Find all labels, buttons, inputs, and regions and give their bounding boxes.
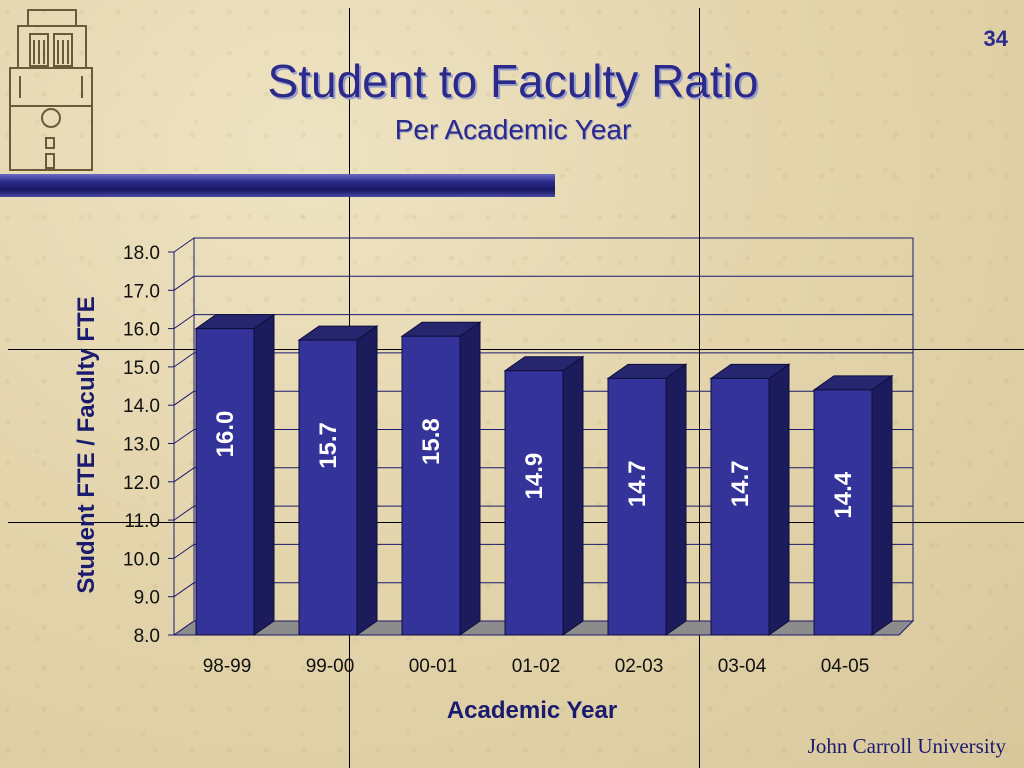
y-tick-label: 12.0 xyxy=(123,473,160,494)
gridline-side xyxy=(173,429,195,444)
y-tick-label: 15.0 xyxy=(123,358,160,379)
bar-side xyxy=(665,363,687,636)
x-tick-label: 03-04 xyxy=(718,656,767,677)
bar-98-99: 16.0 xyxy=(194,313,276,636)
bar-front xyxy=(607,377,667,636)
data-label: 14.7 xyxy=(624,460,651,507)
bar-02-03: 14.7 xyxy=(606,363,688,636)
x-tick-label: 99-00 xyxy=(306,656,355,677)
bar-00-01: 15.8 xyxy=(400,321,482,636)
bar-front xyxy=(504,370,564,636)
gridline-side xyxy=(173,543,195,559)
y-tick-label: 14.0 xyxy=(123,396,160,417)
y-tick-label: 10.0 xyxy=(123,549,160,570)
x-tick-label: 01-02 xyxy=(512,656,561,677)
bar-side xyxy=(253,313,275,636)
tower-logo-icon xyxy=(9,9,93,171)
chart-bars: 16.0 15.7 15.8 14.9 14.7 14.7 14.4 xyxy=(194,313,894,636)
bar-99-00: 15.7 xyxy=(297,325,379,636)
gridline-side xyxy=(173,314,195,330)
bar-front xyxy=(298,339,358,636)
footer-university: John Carroll University xyxy=(807,734,1006,758)
bar-side xyxy=(871,374,893,636)
guide-line-vertical xyxy=(699,8,700,768)
gridline-side xyxy=(173,237,195,253)
y-tick-label: 18.0 xyxy=(123,243,160,264)
y-tick-label: 16.0 xyxy=(123,320,160,341)
y-axis-label: Student FTE / Faculty FTE xyxy=(73,296,100,593)
bar-03-04: 14.7 xyxy=(709,363,791,636)
y-tick-label: 11.0 xyxy=(124,511,160,532)
gridline-side xyxy=(173,582,195,598)
bar-front xyxy=(710,377,770,636)
page-number: 34 xyxy=(983,26,1008,51)
slide-title: Student to Faculty Ratio xyxy=(267,55,759,107)
bar-front xyxy=(401,335,461,636)
bar-04-05: 14.4 xyxy=(812,374,894,636)
gridline-side xyxy=(173,505,195,521)
x-tick-label: 04-05 xyxy=(821,656,870,677)
y-tick-label: 9.0 xyxy=(134,588,160,609)
y-axis-ticks: 8.0 9.0 10.0 11.0 12.0 13.0 14.0 15.0 16.0 17.0 18… xyxy=(123,243,160,647)
gridline-side xyxy=(173,275,195,291)
data-label: 14.4 xyxy=(830,471,857,518)
bar-side xyxy=(459,321,481,636)
data-label: 15.8 xyxy=(418,418,445,465)
x-axis-label: Academic Year xyxy=(447,697,617,724)
bar-side xyxy=(768,363,790,636)
y-tick-label: 13.0 xyxy=(123,435,160,456)
data-label: 14.7 xyxy=(727,460,754,507)
title-underline-bar xyxy=(0,174,555,197)
guide-line-horizontal xyxy=(8,349,1024,350)
x-tick-label: 98-99 xyxy=(203,656,252,677)
data-label: 16.0 xyxy=(212,411,239,458)
slide-subtitle: Per Academic Year xyxy=(394,114,632,145)
gridline-side xyxy=(173,390,195,406)
y-tick-label: 17.0 xyxy=(123,281,160,302)
data-label: 14.9 xyxy=(521,453,548,500)
y-tick-label: 8.0 xyxy=(134,626,160,647)
data-label: 15.7 xyxy=(315,422,342,469)
gridline-side xyxy=(173,467,195,483)
bar-side xyxy=(356,325,378,636)
x-axis-ticks: 98-99 99-00 00-01 01-02 02-03 03-04 04-05 xyxy=(203,656,870,677)
gridline-side xyxy=(173,352,195,368)
bar-front xyxy=(813,389,873,636)
bar-side xyxy=(562,355,584,636)
x-tick-label: 00-01 xyxy=(409,656,458,677)
x-tick-label: 02-03 xyxy=(615,656,664,677)
bar-front xyxy=(195,328,255,636)
bar-01-02: 14.9 xyxy=(503,355,585,636)
